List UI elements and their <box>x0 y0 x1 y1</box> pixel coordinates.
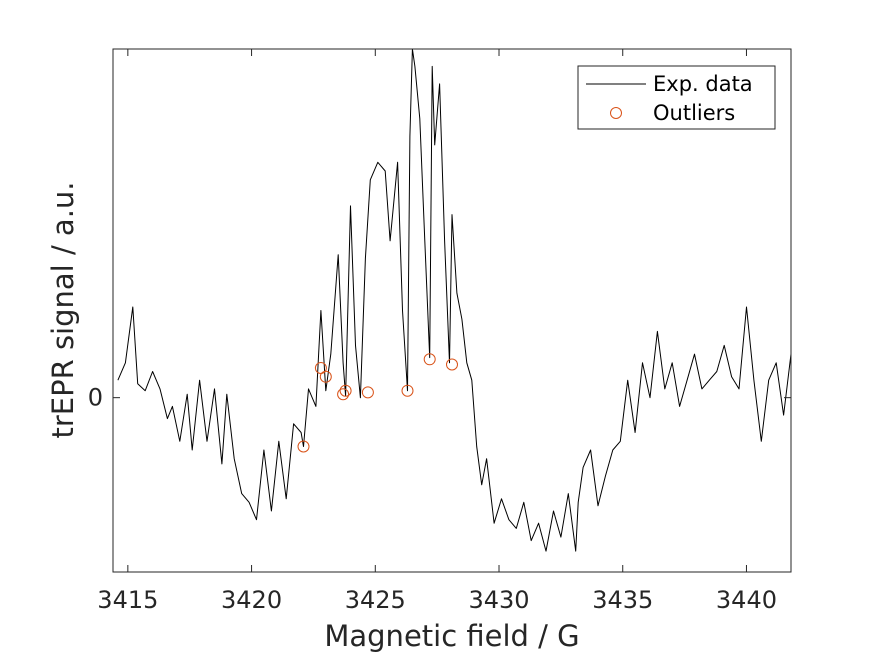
data-layer <box>117 48 792 552</box>
legend: Exp. data Outliers <box>577 65 776 130</box>
legend-label-exp-data: Exp. data <box>653 72 753 96</box>
x-tick-label: 3425 <box>345 586 406 614</box>
outlier-marker <box>339 384 352 397</box>
outlier-marker <box>361 386 374 399</box>
legend-label-outliers: Outliers <box>653 101 735 125</box>
outlier-marker <box>297 440 310 453</box>
outlier-marker <box>401 384 414 397</box>
x-axis-label: Magnetic field / G <box>324 619 579 653</box>
x-tick-label: 3415 <box>97 586 158 614</box>
series-line-exp-data <box>117 48 792 552</box>
x-tick-label: 3420 <box>221 586 282 614</box>
legend-box <box>577 65 776 130</box>
tick-layer: 3415 3420 3425 3430 3435 3440 0 <box>88 49 791 614</box>
y-axis-label: trEPR signal / a.u. <box>46 181 80 438</box>
outlier-marker <box>337 388 350 401</box>
x-tick-label: 3440 <box>716 586 777 614</box>
outlier-marker <box>319 370 332 383</box>
y-tick-label: 0 <box>88 384 103 412</box>
outlier-marker <box>446 358 458 371</box>
x-tick-label: 3430 <box>468 586 529 614</box>
outlier-marker <box>423 353 436 366</box>
axes-box <box>112 48 792 573</box>
plot-area <box>113 49 791 572</box>
x-tick-label: 3435 <box>592 586 653 614</box>
legend-circle-swatch <box>610 107 622 119</box>
